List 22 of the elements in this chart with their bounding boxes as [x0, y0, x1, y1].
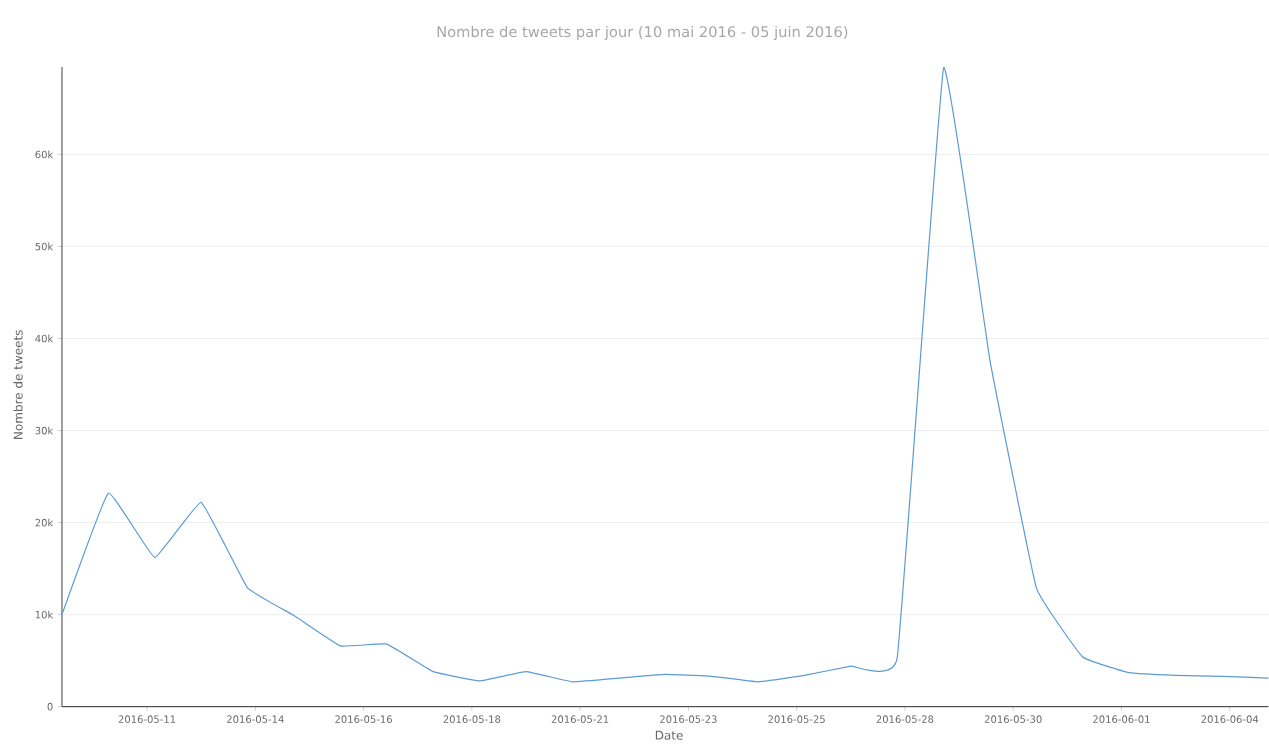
- x-tick-label: 2016-05-14: [227, 715, 284, 723]
- x-tick-label: 2016-05-25: [768, 715, 825, 723]
- x-tick-label: 2016-05-28: [876, 715, 934, 723]
- y-tick-label: 40k: [35, 334, 54, 343]
- x-tick-label: 2016-05-16: [335, 715, 392, 723]
- x-tick-label: 2016-05-21: [551, 715, 609, 723]
- y-tick-label: 50k: [35, 242, 54, 251]
- y-tick-label: 30k: [35, 426, 54, 435]
- x-tick-label: 2016-06-04: [1201, 715, 1259, 723]
- y-tick-label: 60k: [35, 150, 54, 159]
- chart-title: Nombre de tweets par jour (10 mai 2016 - 05 juin 2016): [437, 25, 848, 40]
- y-tick-label: 10k: [35, 610, 54, 619]
- x-tick-label: 2016-05-11: [118, 715, 176, 723]
- x-tick-label: 2016-06-01: [1093, 715, 1150, 723]
- line-series: [61, 67, 1269, 683]
- x-tick-label: 2016-05-23: [660, 715, 717, 723]
- x-axis-title: Date: [655, 730, 683, 740]
- y-axis-title: Nombre de tweets: [13, 330, 23, 439]
- y-tick-label: 0: [47, 702, 53, 711]
- x-tick-label: 2016-05-30: [984, 715, 1042, 723]
- x-tick-label: 2016-05-18: [443, 715, 501, 723]
- y-tick-label: 20k: [35, 518, 54, 527]
